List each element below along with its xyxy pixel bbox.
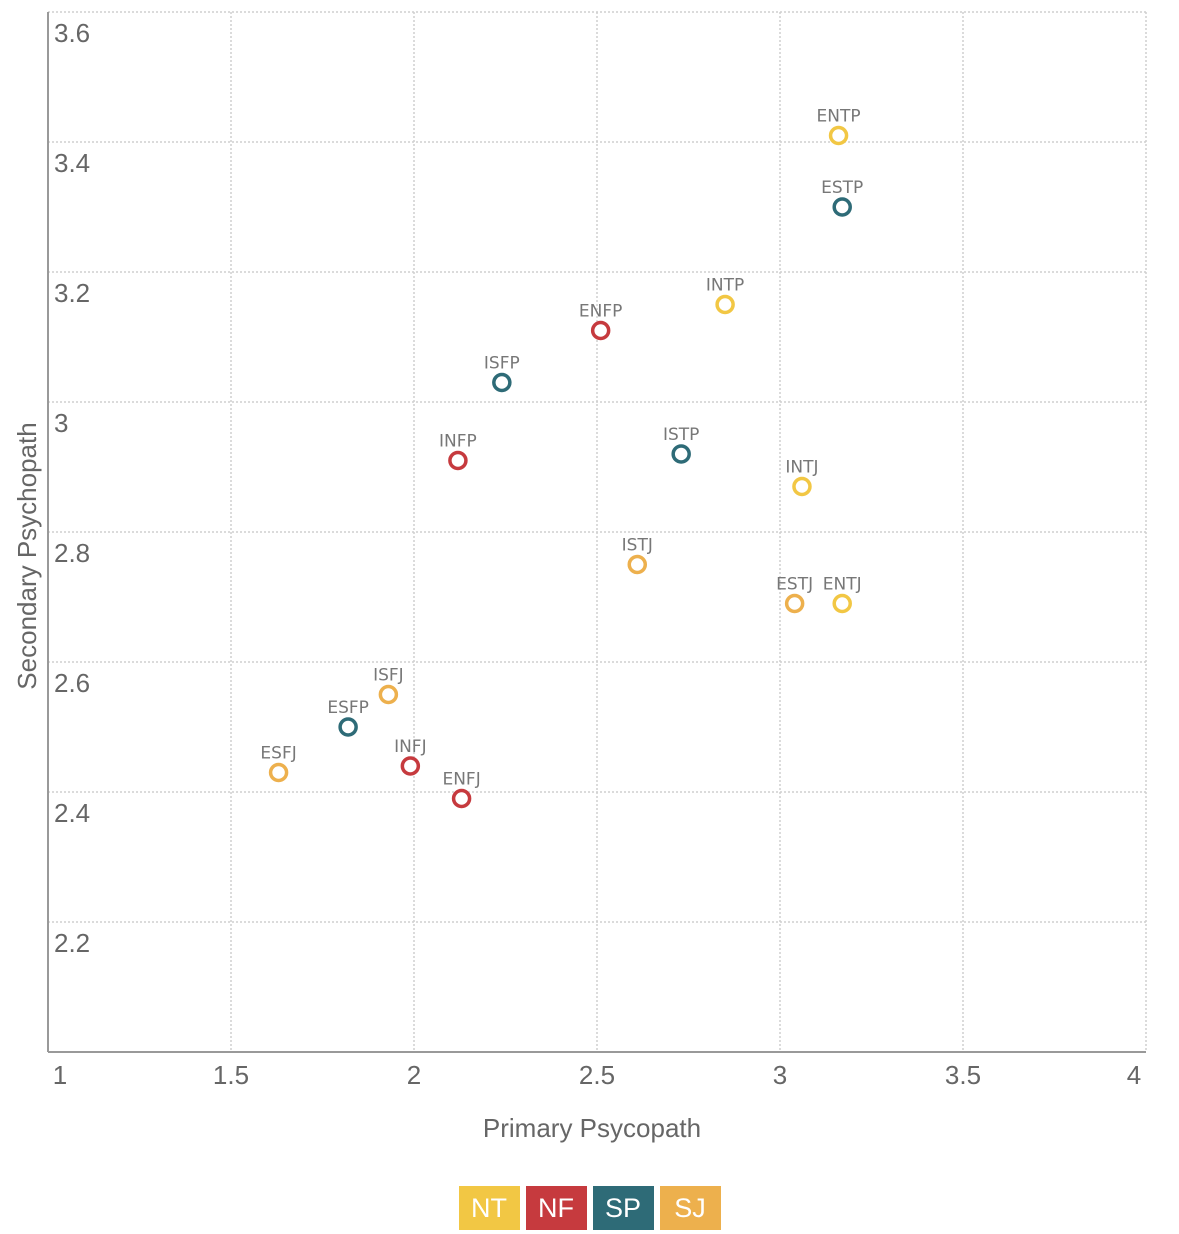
point-label: ENTJ xyxy=(823,575,862,595)
axes xyxy=(47,12,1146,1053)
data-point-enfj[interactable]: ENFJ xyxy=(442,770,481,809)
y-tick-label: 2.2 xyxy=(54,928,90,958)
y-tick-label: 3.4 xyxy=(54,148,90,178)
x-tick-label: 4 xyxy=(1127,1060,1141,1090)
point-marker[interactable] xyxy=(268,762,289,783)
y-tick-label: 2.6 xyxy=(54,668,90,698)
data-points: ENTP ESTP INTP ENFP ISFP INFP ISTP INTJ ISTJ ESTJ… xyxy=(260,107,863,809)
scatter-chart: 2.2 2.4 2.6 2.8 3 3.2 3.4 3.6 1 1.5 2 2.5 3 3.5 4 Pri… xyxy=(12,11,1147,1143)
data-point-isfp[interactable]: ISFP xyxy=(484,354,520,393)
point-marker[interactable] xyxy=(627,554,648,575)
y-tick-label: 3 xyxy=(54,408,68,438)
data-point-entj[interactable]: ENTJ xyxy=(823,575,862,614)
point-marker[interactable] xyxy=(792,476,812,497)
x-tick-label: 3 xyxy=(773,1060,787,1090)
data-point-istp[interactable]: ISTP xyxy=(663,425,699,464)
point-label: ESFJ xyxy=(260,744,296,764)
y-tick-labels: 2.2 2.4 2.6 2.8 3 3.2 3.4 3.6 xyxy=(54,18,90,958)
point-label: ISFP xyxy=(484,354,520,374)
x-tick-label: 1.5 xyxy=(213,1060,249,1090)
grid xyxy=(48,11,1147,1052)
point-label: INFJ xyxy=(394,737,427,757)
y-tick-label: 3.6 xyxy=(54,18,90,48)
point-label: INTP xyxy=(706,276,744,296)
point-label: ISTJ xyxy=(622,536,653,556)
data-point-infp[interactable]: INFP xyxy=(439,432,477,471)
legend-item-sp[interactable]: SP xyxy=(592,1186,654,1230)
point-marker[interactable] xyxy=(338,717,358,737)
data-point-estp[interactable]: ESTP xyxy=(821,178,863,217)
point-marker[interactable] xyxy=(671,444,691,464)
point-marker[interactable] xyxy=(832,197,852,217)
y-tick-label: 2.4 xyxy=(54,798,90,828)
x-tick-label: 2 xyxy=(407,1060,421,1090)
point-label: ESTJ xyxy=(776,575,813,595)
y-axis-title: Secondary Psychopath xyxy=(12,422,42,689)
point-label: ENTP xyxy=(817,107,861,127)
point-label: ENFP xyxy=(579,302,623,322)
point-marker[interactable] xyxy=(715,294,735,315)
y-tick-label: 2.8 xyxy=(54,538,90,568)
data-point-istj[interactable]: ISTJ xyxy=(622,536,653,575)
legend-item-nf[interactable]: NF xyxy=(525,1186,587,1230)
data-point-enfp[interactable]: ENFP xyxy=(579,302,623,341)
point-marker[interactable] xyxy=(492,372,512,393)
point-label: INTJ xyxy=(785,458,818,478)
x-tick-labels: 1 1.5 2 2.5 3 3.5 4 xyxy=(53,1060,1141,1090)
point-label: ISFJ xyxy=(373,666,404,686)
point-marker[interactable] xyxy=(590,320,611,341)
point-label: ESTP xyxy=(821,178,863,198)
y-tick-label: 3.2 xyxy=(54,278,90,308)
legend-item-sj[interactable]: SJ xyxy=(659,1186,721,1230)
data-point-intj[interactable]: INTJ xyxy=(785,458,819,497)
point-marker[interactable] xyxy=(451,788,472,809)
data-point-esfp[interactable]: ESFP xyxy=(327,698,369,737)
point-marker[interactable] xyxy=(378,684,399,705)
data-point-estj[interactable]: ESTJ xyxy=(776,575,813,614)
point-label: ISTP xyxy=(663,425,699,445)
data-point-esfj[interactable]: ESFJ xyxy=(260,744,297,783)
x-tick-label: 1 xyxy=(53,1060,67,1090)
point-marker[interactable] xyxy=(832,593,852,614)
x-tick-label: 3.5 xyxy=(945,1060,981,1090)
point-marker[interactable] xyxy=(400,756,421,776)
data-point-isfj[interactable]: ISFJ xyxy=(373,666,404,705)
legend-item-nt[interactable]: NT xyxy=(458,1186,520,1230)
data-point-infj[interactable]: INFJ xyxy=(394,737,427,776)
data-point-intp[interactable]: INTP xyxy=(706,276,744,315)
point-label: INFP xyxy=(439,432,477,452)
point-marker[interactable] xyxy=(448,450,468,471)
point-marker[interactable] xyxy=(784,593,805,614)
point-label: ESFP xyxy=(327,698,369,718)
x-axis-title: Primary Psycopath xyxy=(483,1113,701,1143)
point-marker[interactable] xyxy=(828,125,849,146)
x-tick-label: 2.5 xyxy=(579,1060,615,1090)
legend: NT NF SP SJ xyxy=(0,1186,1179,1230)
data-point-entp[interactable]: ENTP xyxy=(817,107,861,146)
point-label: ENFJ xyxy=(442,770,480,790)
